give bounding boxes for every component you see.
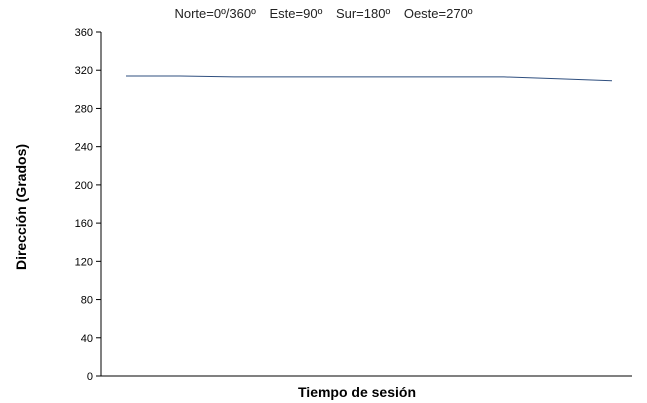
chart-subtitle: Norte=0º/360º Este=90º Sur=180º Oeste=27… xyxy=(0,6,647,21)
y-axis: 0 40 80 120 160 200 240 280 320 360 xyxy=(75,27,102,383)
y-tick-label: 120 xyxy=(75,256,93,268)
y-tick-label: 200 xyxy=(75,180,93,192)
series-group xyxy=(126,75,613,82)
y-tick-label: 280 xyxy=(75,103,93,115)
subtitle-item-south: Sur=180º xyxy=(335,6,391,21)
subtitle-item-west: Oeste=270º xyxy=(403,6,473,21)
y-tick-label: 160 xyxy=(75,218,93,230)
y-tick-label: 40 xyxy=(81,333,93,345)
y-tick-label: 0 xyxy=(87,371,93,383)
y-axis-label: Dirección (Grados) xyxy=(13,144,29,270)
y-tick-label: 240 xyxy=(75,142,93,154)
y-tick-label: 80 xyxy=(81,295,93,307)
series-line-0 xyxy=(126,75,613,82)
y-tick-label: 360 xyxy=(75,27,93,39)
subtitle-item-east: Este=90º xyxy=(269,6,323,21)
subtitle-item-north: Norte=0º/360º xyxy=(174,6,256,21)
x-axis-label: Tiempo de sesión xyxy=(298,384,416,400)
y-tick-label: 320 xyxy=(75,65,93,77)
